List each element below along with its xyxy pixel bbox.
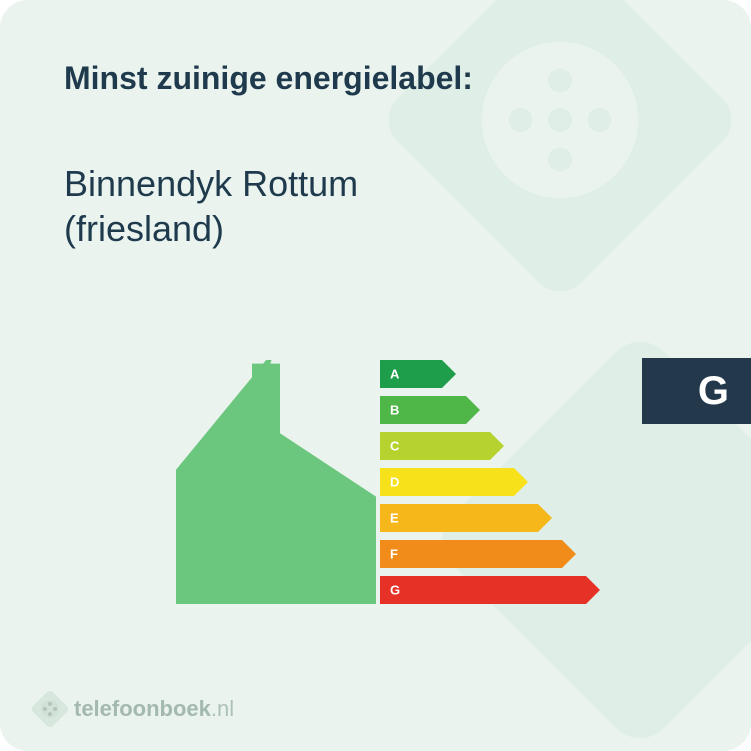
result-badge: G	[642, 358, 751, 424]
footer-logo-icon	[30, 689, 70, 729]
energy-label-diagram: A B C D E F G	[0, 360, 751, 660]
energy-bar-label-e: E	[390, 511, 399, 526]
energy-bar-label-f: F	[390, 547, 398, 562]
footer: telefoonboek.nl	[36, 695, 234, 723]
footer-brand-bold: telefoonboek	[74, 696, 211, 721]
footer-brand-tld: .nl	[211, 696, 234, 721]
location-line2: (friesland)	[64, 208, 224, 249]
location-line1: Binnendyk Rottum	[64, 163, 358, 204]
energy-bar-e	[380, 504, 552, 532]
energy-bar-label-a: A	[390, 367, 400, 382]
location-name: Binnendyk Rottum (friesland)	[64, 161, 687, 251]
house-icon	[176, 360, 376, 604]
result-badge-letter: G	[698, 369, 729, 414]
result-badge-wrap: G	[642, 358, 751, 424]
energy-bar-d	[380, 468, 528, 496]
energy-bar-g	[380, 576, 600, 604]
energy-bar-f	[380, 540, 576, 568]
energy-bar-label-d: D	[390, 475, 399, 490]
energy-bar-label-c: C	[390, 439, 400, 454]
energy-bar-label-b: B	[390, 403, 399, 418]
energy-bar-label-g: G	[390, 583, 400, 598]
page-title: Minst zuinige energielabel:	[64, 60, 687, 97]
footer-brand: telefoonboek.nl	[74, 696, 234, 722]
card: Minst zuinige energielabel: Binnendyk Ro…	[0, 0, 751, 751]
